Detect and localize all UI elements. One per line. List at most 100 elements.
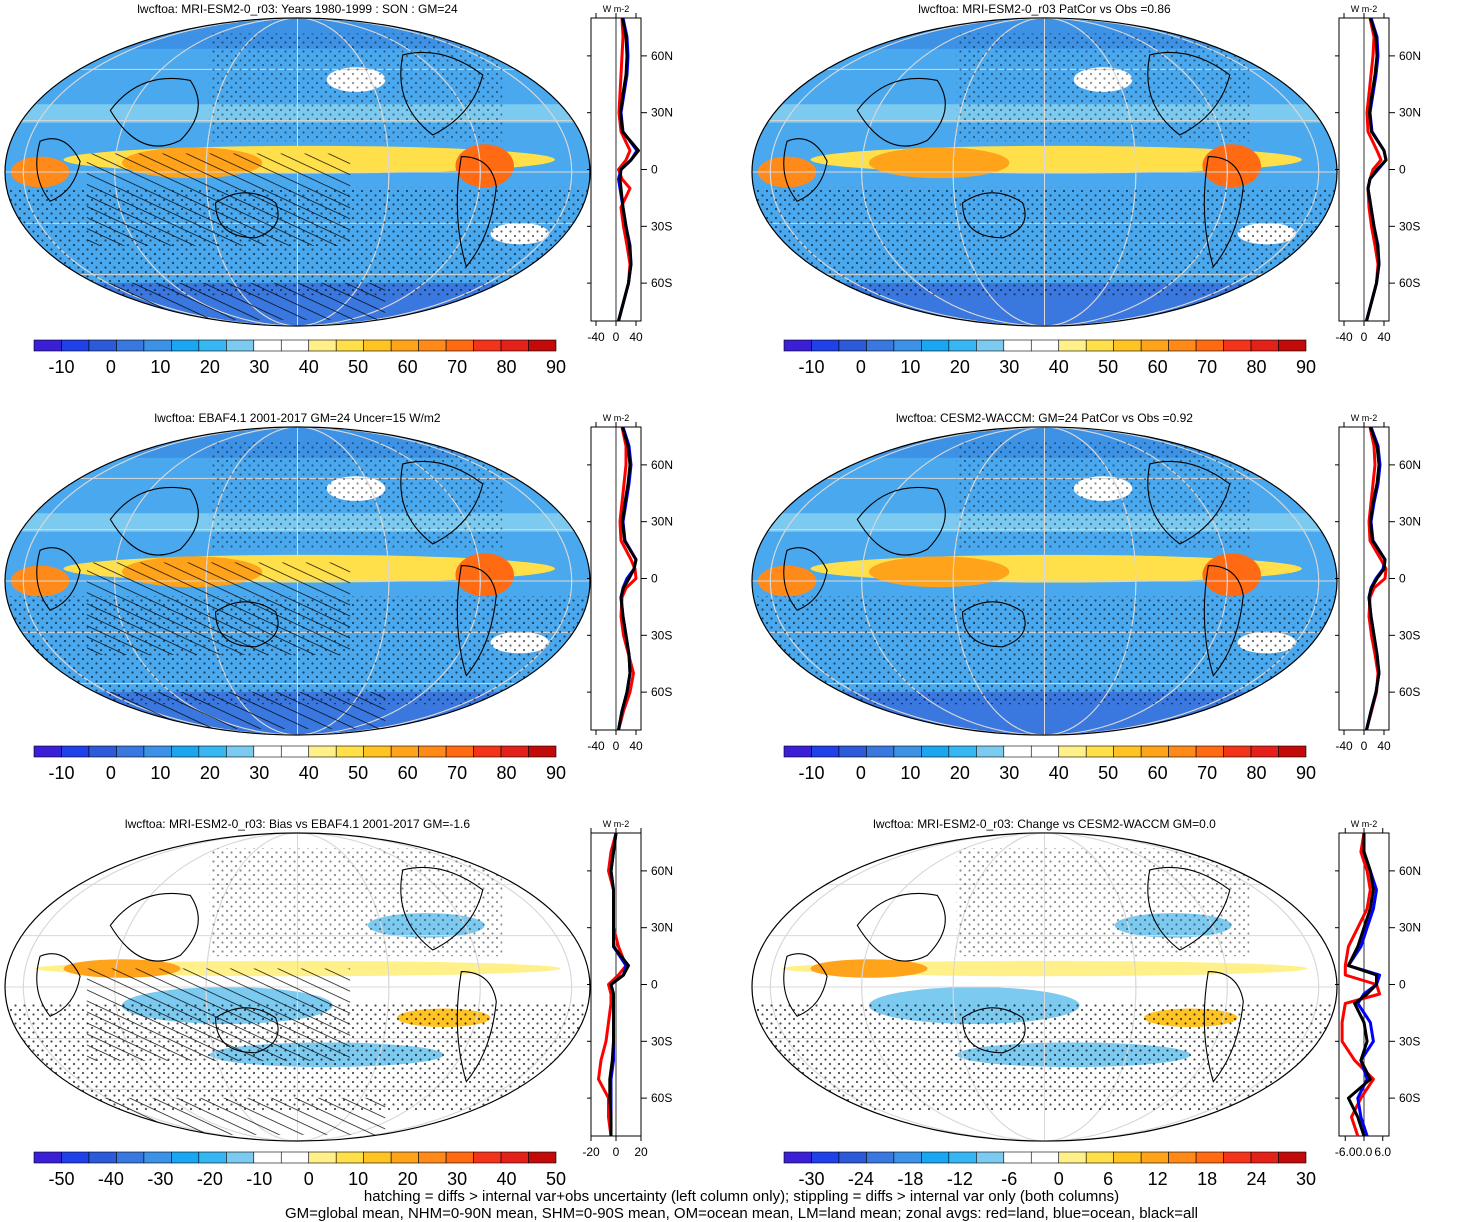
- colorbar-box: [528, 745, 557, 758]
- colorbar-box: [893, 1151, 922, 1164]
- x-tick-label: 0: [1361, 739, 1368, 753]
- zonal-series-line: [1365, 17, 1388, 322]
- lat-label: 30S: [651, 628, 672, 642]
- panel-3: lwcftoa: EBAF4.1 2001-2017 GM=24 Uncer=1…: [4, 411, 673, 783]
- hatching: [86, 153, 351, 246]
- colorbar-box: [976, 339, 1005, 352]
- zonal-units: W m-2: [1351, 4, 1378, 14]
- stippling: [209, 442, 503, 551]
- colorbar-label: 0: [856, 357, 866, 377]
- colorbar-box: [1058, 745, 1087, 758]
- x-tick-label: 0: [1361, 330, 1368, 344]
- colorbar-box: [335, 745, 364, 758]
- map-field: [5, 18, 590, 327]
- colorbar-box: [61, 745, 90, 758]
- colorbar-label: -6: [1001, 1169, 1017, 1189]
- lat-label: 60N: [651, 49, 673, 63]
- zonal-series-line: [617, 426, 638, 731]
- colorbar-box: [445, 1151, 474, 1164]
- colorbar-box: [783, 1151, 812, 1164]
- colorbar-box: [866, 745, 895, 758]
- footnote-line-1: hatching = diffs > internal var+obs unce…: [363, 1188, 1120, 1205]
- colorbar-box: [1223, 1151, 1252, 1164]
- colorbar-box: [838, 339, 867, 352]
- colorbar-box: [198, 339, 227, 352]
- colorbar-label: 20: [200, 763, 220, 783]
- coastline: [856, 892, 946, 962]
- colorbar-label: 10: [150, 763, 170, 783]
- colorbar-label: 12: [1148, 1169, 1168, 1189]
- colorbar-label: 80: [1247, 763, 1267, 783]
- stippling: [752, 1002, 1337, 1111]
- colorbar-label: 70: [1197, 357, 1217, 377]
- colorbar-box: [500, 339, 529, 352]
- colorbar-label: 70: [447, 763, 467, 783]
- colorbar-label: 40: [497, 1169, 517, 1189]
- colorbar-box: [783, 745, 812, 758]
- lat-label: 0: [651, 572, 658, 586]
- colorbar-box: [88, 339, 117, 352]
- map-field: [752, 832, 1337, 1142]
- colorbar-box: [445, 745, 474, 758]
- colorbar-box: [143, 339, 172, 352]
- stippling: [752, 596, 1337, 705]
- colorbar-box: [473, 339, 502, 352]
- hatching: [86, 968, 351, 1061]
- colorbar-label: 50: [348, 357, 368, 377]
- colorbar-box: [33, 339, 62, 352]
- colorbar-box: [253, 339, 282, 352]
- colorbar-box: [1058, 1151, 1087, 1164]
- lat-label: 60S: [1399, 685, 1420, 699]
- colorbar-box: [226, 339, 255, 352]
- colorbar-box: [418, 745, 447, 758]
- zonal-series-line: [1346, 833, 1378, 1137]
- colorbar-label: 90: [1296, 763, 1316, 783]
- colorbar-label: 70: [1197, 763, 1217, 783]
- coastline: [109, 77, 199, 147]
- colorbar-label: 30: [249, 763, 269, 783]
- colorbar-box: [921, 745, 950, 758]
- zonal-units: W m-2: [603, 819, 630, 829]
- colorbar-box: [838, 1151, 867, 1164]
- stippling: [956, 33, 1250, 142]
- colorbar-box: [1140, 1151, 1169, 1164]
- colorbar-label: 30: [249, 357, 269, 377]
- stippling: [209, 33, 503, 142]
- colorbar-box: [921, 339, 950, 352]
- lat-label: 30S: [1399, 628, 1420, 642]
- colorbar-box: [811, 339, 840, 352]
- colorbar-label: 10: [150, 357, 170, 377]
- colorbar-box: [473, 1151, 502, 1164]
- colorbar-label: 60: [1148, 357, 1168, 377]
- colorbar-box: [921, 1151, 950, 1164]
- colorbar-box: [88, 745, 117, 758]
- map-field: [5, 833, 590, 1141]
- lat-label: 30S: [651, 1034, 672, 1048]
- colorbar-box: [811, 745, 840, 758]
- zonal-units: W m-2: [1351, 413, 1378, 423]
- colorbar-box: [1030, 1151, 1060, 1164]
- colorbar-box: [976, 1151, 1005, 1164]
- colorbar-box: [1168, 339, 1197, 352]
- colorbar-box: [1030, 339, 1060, 352]
- colorbar-box: [976, 745, 1005, 758]
- colorbar-box: [866, 339, 895, 352]
- hatching: [86, 562, 351, 655]
- colorbar-box: [1113, 1151, 1142, 1164]
- colorbar-box: [390, 339, 419, 352]
- colorbar-box: [1140, 339, 1169, 352]
- lat-label: 60S: [1399, 1091, 1420, 1105]
- x-tick-label: -40: [1335, 739, 1353, 753]
- colorbar-box: [838, 745, 867, 758]
- panel-title: lwcftoa: EBAF4.1 2001-2017 GM=24 Uncer=1…: [154, 411, 440, 425]
- colorbar-box: [116, 339, 145, 352]
- colorbar-box: [418, 1151, 447, 1164]
- stippling: [752, 187, 1337, 296]
- colorbar-box: [308, 745, 337, 758]
- colorbar-box: [893, 339, 922, 352]
- colorbar-label: 30: [447, 1169, 467, 1189]
- colorbar-label: -30: [147, 1169, 173, 1189]
- colorbar-label: 80: [1247, 357, 1267, 377]
- x-tick-label: 0: [613, 1145, 620, 1159]
- x-tick-label: -40: [587, 739, 605, 753]
